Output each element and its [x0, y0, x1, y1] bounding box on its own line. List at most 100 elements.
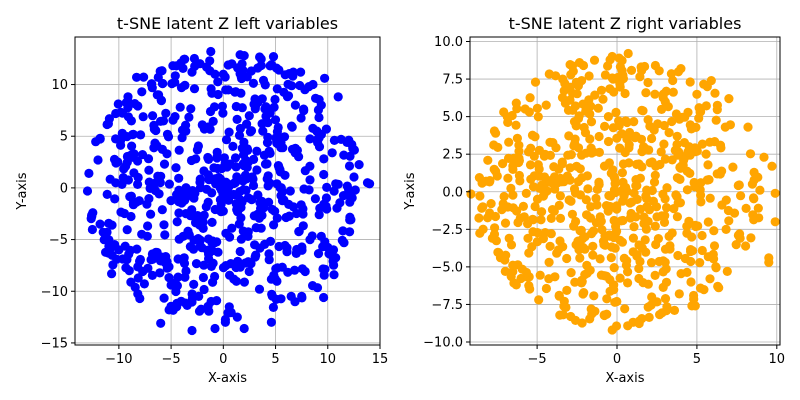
scatter-point: [117, 179, 127, 189]
scatter-point: [566, 268, 576, 278]
scatter-point: [673, 250, 683, 261]
scatter-point: [133, 273, 143, 283]
scatter-point: [251, 223, 261, 233]
scatter-point: [93, 155, 103, 165]
scatter-point: [600, 70, 611, 80]
scatter-point: [251, 250, 261, 260]
scatter-point: [264, 255, 274, 265]
scatter-point: [640, 235, 650, 245]
scatter-point: [724, 94, 734, 104]
scatter-point: [231, 262, 241, 273]
scatter-point: [741, 203, 751, 213]
scatter-point: [112, 254, 122, 264]
scatter-point: [660, 294, 671, 304]
scatter-point: [329, 260, 339, 270]
scatter-point: [253, 190, 263, 200]
scatter-point: [624, 158, 634, 168]
y-axis-label: Y-axis: [15, 172, 30, 210]
scatter-point: [126, 211, 136, 222]
x-tick-label: 15: [372, 352, 389, 367]
scatter-point: [266, 317, 276, 327]
scatter-point: [604, 158, 615, 168]
scatter-point: [243, 145, 253, 155]
scatter-point: [520, 104, 530, 114]
scatter-point: [237, 103, 247, 113]
scatter-point: [721, 224, 731, 234]
scatter-point: [638, 142, 649, 152]
scatter-point: [582, 260, 592, 270]
scatter-point: [148, 111, 158, 121]
scatter-point: [749, 215, 759, 225]
scatter-point: [270, 94, 280, 105]
scatter-point: [288, 202, 299, 212]
scatter-point: [572, 89, 582, 99]
scatter-point: [570, 277, 580, 287]
scatter-point: [194, 291, 204, 301]
scatter-point: [519, 212, 529, 222]
scatter-point: [705, 137, 715, 147]
scatter-point: [133, 179, 143, 189]
scatter-point: [634, 316, 645, 326]
scatter-point: [209, 102, 220, 112]
scatter-point: [176, 83, 187, 93]
scatter-point: [290, 100, 300, 110]
scatter-point: [135, 293, 145, 304]
scatter-point: [253, 63, 263, 73]
scatter-point: [210, 69, 220, 79]
y-tick-label: 5.0: [442, 110, 463, 125]
scatter-point: [689, 290, 699, 301]
scatter-point: [536, 215, 546, 225]
scatter-point: [300, 85, 310, 95]
scatter-point: [174, 197, 184, 207]
scatter-point: [254, 284, 265, 294]
scatter-point: [320, 73, 330, 83]
scatter-point: [239, 323, 249, 334]
scatter-point: [545, 241, 555, 251]
scatter-point: [99, 235, 109, 245]
scatter-point: [314, 210, 324, 220]
scatter-point: [250, 94, 260, 104]
scatter-point: [724, 216, 734, 226]
scatter-point: [767, 161, 777, 171]
scatter-point: [612, 296, 622, 307]
scatter-point: [118, 173, 128, 183]
scatter-point: [113, 99, 123, 109]
y-tick-label: 5: [60, 130, 68, 145]
scatter-point: [297, 242, 307, 252]
scatter-point: [244, 111, 254, 121]
scatter-point: [198, 223, 208, 233]
scatter-point: [227, 59, 237, 69]
scatter-point: [609, 185, 620, 195]
scatter-point: [640, 61, 650, 72]
scatter-point: [551, 143, 561, 153]
scatter-point: [318, 242, 328, 252]
scatter-point: [218, 108, 228, 118]
scatter-point: [258, 126, 268, 136]
scatter-point: [589, 291, 599, 301]
scatter-point: [641, 247, 651, 257]
scatter-point: [161, 108, 171, 118]
scatter-point: [483, 155, 493, 165]
x-tick-label: −10: [105, 352, 132, 367]
y-tick-label: 10.0: [434, 35, 463, 50]
left-scatter-plot: −10 −5 0 5 10 15 −15 −10 −5 0 5 10 t-SNE latent Z le…: [15, 14, 388, 386]
scatter-point: [243, 257, 253, 267]
scatter-point: [110, 194, 120, 204]
scatter-point: [588, 226, 599, 236]
scatter-point: [143, 154, 154, 164]
scatter-point: [197, 120, 207, 130]
scatter-point: [224, 182, 234, 192]
scatter-point: [193, 141, 203, 151]
scatter-point: [149, 120, 159, 130]
scatter-point: [171, 61, 181, 71]
scatter-point: [139, 279, 149, 289]
scatter-point: [294, 226, 304, 236]
scatter-point: [344, 161, 355, 171]
x-tick-label: −5: [528, 352, 547, 367]
scatter-point: [296, 113, 306, 123]
scatter-point: [214, 172, 224, 183]
scatter-point: [124, 266, 134, 276]
scatter-point: [248, 78, 258, 88]
scatter-point: [623, 267, 633, 277]
scatter-point: [204, 306, 214, 316]
